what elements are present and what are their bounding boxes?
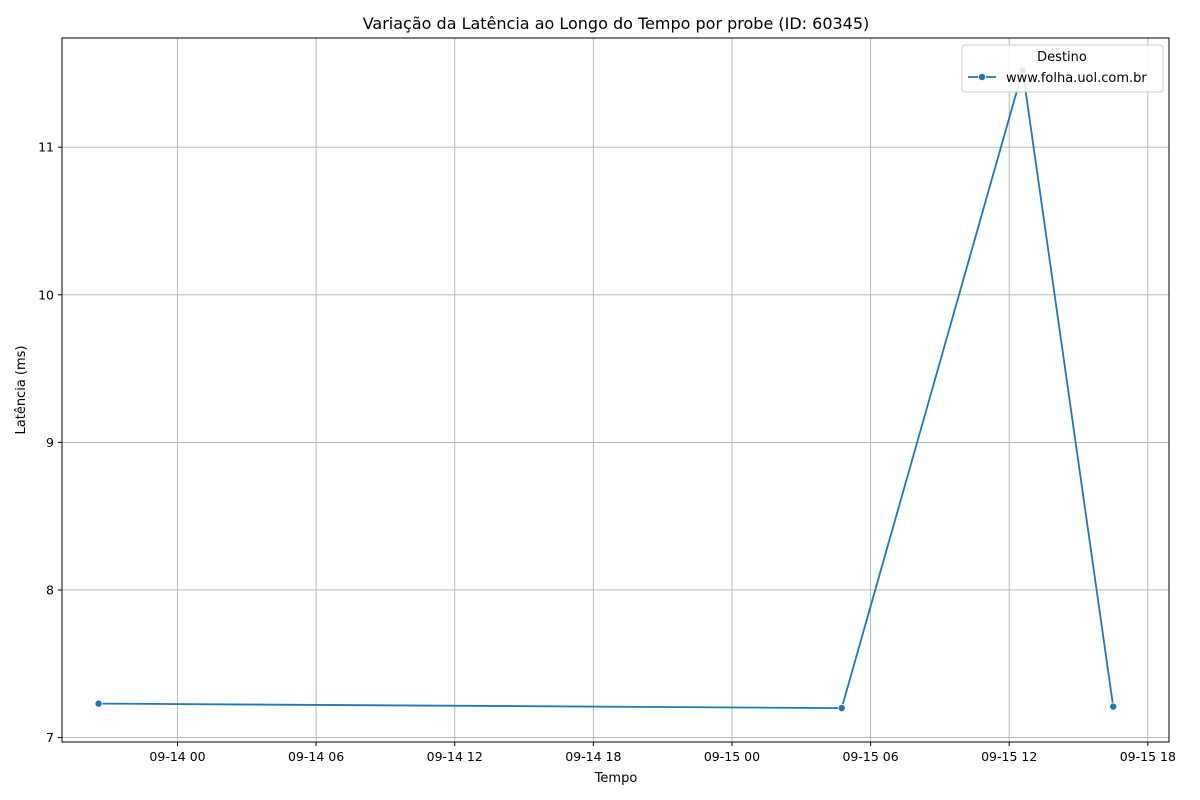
x-tick-label: 09-14 00 [149, 749, 205, 764]
x-tick-label: 09-14 12 [427, 749, 483, 764]
x-axis-label: Tempo [594, 771, 638, 786]
data-point [1109, 702, 1118, 711]
data-point [94, 699, 103, 708]
y-tick-label: 11 [38, 140, 54, 155]
data-point [837, 704, 846, 713]
legend-box [961, 44, 1164, 93]
x-tick-label: 09-14 06 [288, 749, 344, 764]
x-tick-label: 09-15 00 [704, 749, 760, 764]
chart-title: Variação da Latência ao Longo do Tempo p… [363, 14, 870, 33]
legend-title: Destino [1037, 50, 1087, 65]
x-tick-label: 09-15 12 [981, 749, 1037, 764]
tick-layer: 09-14 00 09-14 06 09-14 12 09-14 18 09-15 00… [38, 140, 1176, 764]
grid-layer [62, 38, 1169, 742]
legend-label-folha: www.folha.uol.com.br [1006, 71, 1147, 86]
y-tick-label: 10 [38, 287, 54, 302]
x-tick-label: 09-15 06 [842, 749, 898, 764]
x-tick-label: 09-15 18 [1120, 749, 1176, 764]
y-tick-label: 8 [46, 582, 54, 597]
plot-frame [61, 37, 1170, 743]
legend-marker [978, 73, 987, 82]
y-tick-label: 9 [46, 435, 54, 450]
y-axis-label: Latência (ms) [14, 346, 29, 435]
x-tick-label: 09-14 18 [565, 749, 621, 764]
legend: Destino www.folha.uol.com.br [961, 44, 1164, 93]
y-tick-label: 7 [46, 730, 54, 745]
series-line [98, 69, 1115, 709]
